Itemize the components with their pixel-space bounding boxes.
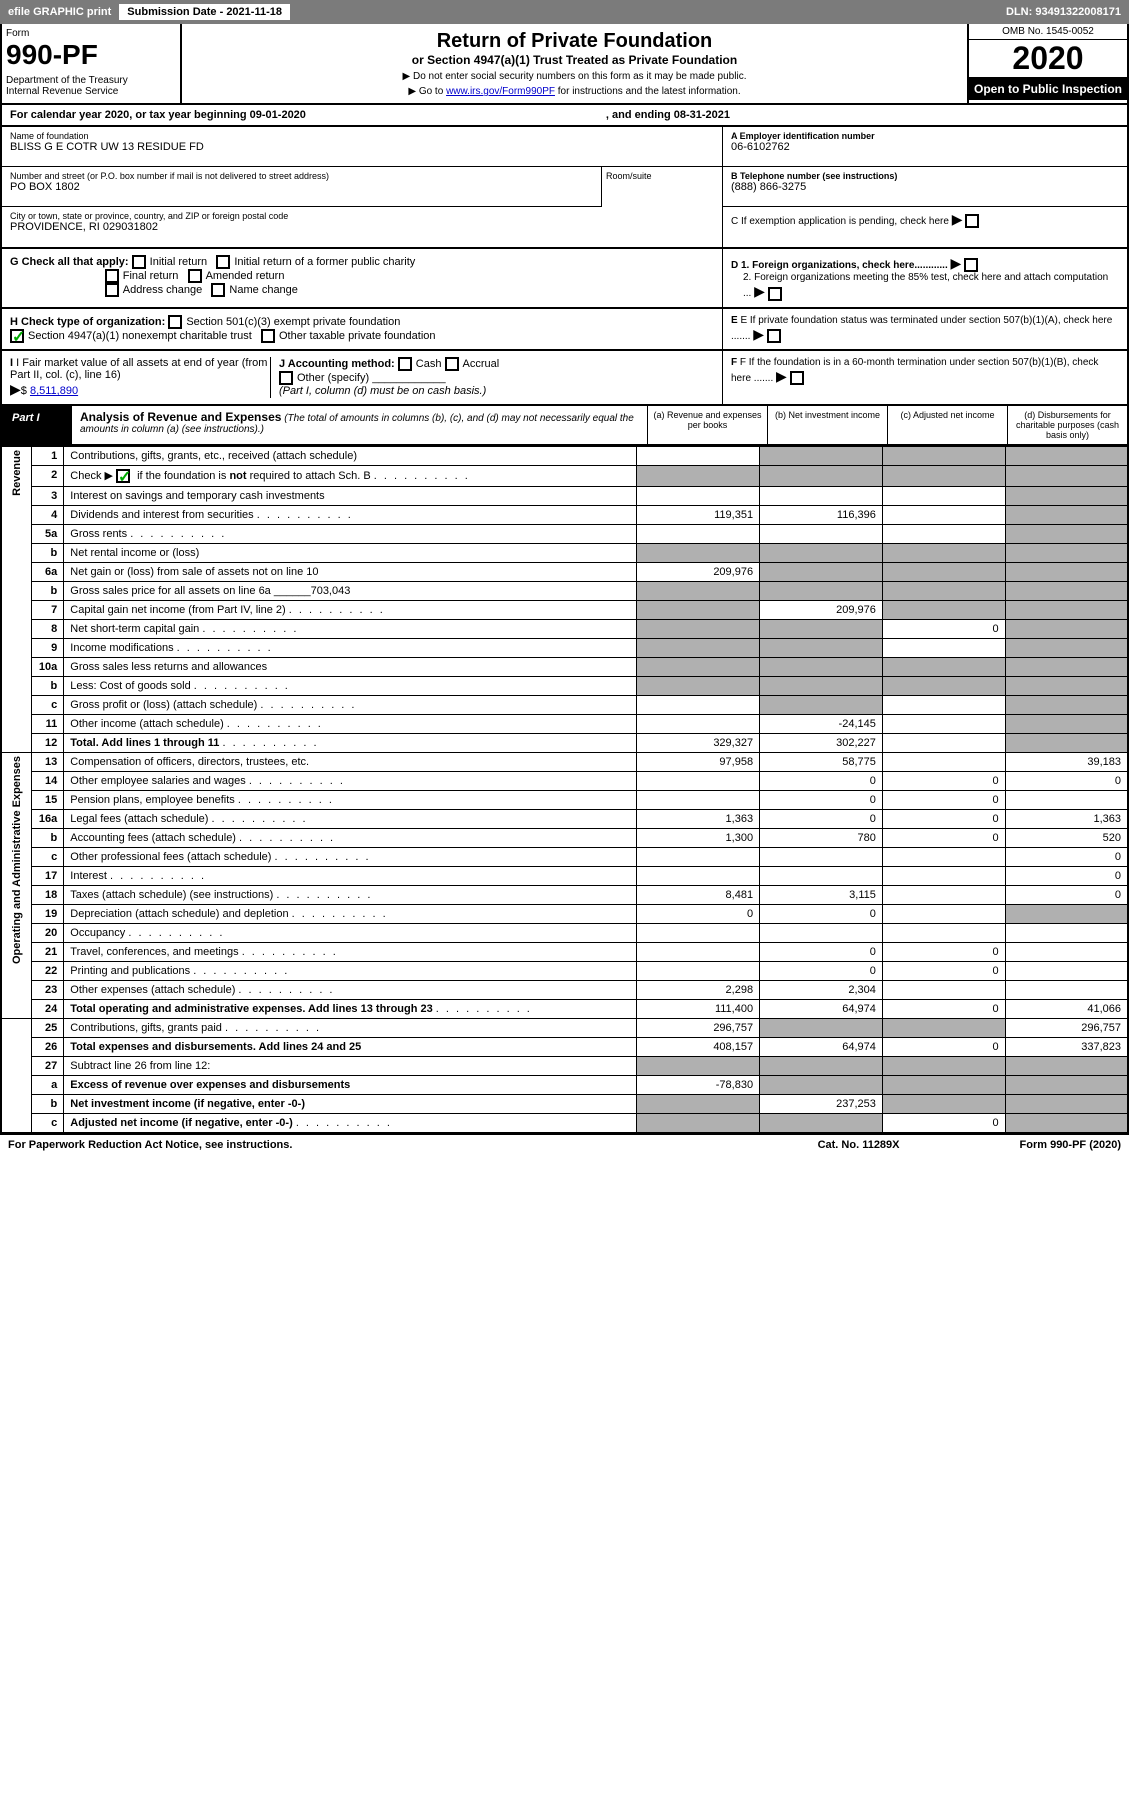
d2-checkbox[interactable]	[768, 287, 782, 301]
d1-checkbox[interactable]	[964, 258, 978, 272]
form-title: Return of Private Foundation	[188, 30, 961, 53]
col-b-header: (b) Net investment income	[767, 406, 887, 444]
section-ij: I I Fair market value of all assets at e…	[0, 351, 1129, 406]
cash-checkbox[interactable]	[398, 357, 412, 371]
address-change-checkbox[interactable]	[105, 283, 119, 297]
irs-link[interactable]: www.irs.gov/Form990PF	[446, 86, 555, 97]
accrual-checkbox[interactable]	[445, 357, 459, 371]
foundation-address: PO BOX 1802	[10, 181, 593, 193]
dln: DLN: 93491322008171	[1006, 6, 1121, 18]
note-ssn: ▶ Do not enter social security numbers o…	[188, 71, 961, 82]
form-subtitle: or Section 4947(a)(1) Trust Treated as P…	[188, 53, 961, 67]
omb-number: OMB No. 1545-0052	[969, 24, 1127, 40]
cat-number: Cat. No. 11289X	[818, 1139, 900, 1151]
ein-label: A Employer identification number	[731, 131, 1119, 141]
fmv-value[interactable]: 8,511,890	[30, 385, 78, 397]
phone-value: (888) 866-3275	[731, 181, 1119, 193]
note-link: ▶ Go to www.irs.gov/Form990PF for instru…	[188, 86, 961, 97]
phone-label: B Telephone number (see instructions)	[731, 171, 1119, 181]
c-checkbox[interactable]	[965, 214, 979, 228]
tax-year: 2020	[969, 40, 1127, 78]
initial-former-checkbox[interactable]	[216, 255, 230, 269]
other-method-checkbox[interactable]	[279, 371, 293, 385]
foundation-name: BLISS G E COTR UW 13 RESIDUE FD	[10, 141, 714, 153]
section-g: G Check all that apply: Initial return I…	[0, 249, 1129, 309]
city-label: City or town, state or province, country…	[10, 211, 714, 221]
submission-date: Submission Date - 2021-11-18	[119, 4, 290, 20]
other-taxable-checkbox[interactable]	[261, 329, 275, 343]
col-a-header: (a) Revenue and expenses per books	[647, 406, 767, 444]
amended-return-checkbox[interactable]	[188, 269, 202, 283]
form-label: Form	[6, 28, 176, 39]
paperwork-notice: For Paperwork Reduction Act Notice, see …	[8, 1139, 292, 1151]
foundation-city: PROVIDENCE, RI 029031802	[10, 221, 714, 233]
schb-checkbox[interactable]	[116, 469, 130, 483]
room-suite: Room/suite	[602, 167, 722, 207]
footer: For Paperwork Reduction Act Notice, see …	[0, 1134, 1129, 1155]
calendar-year-row: For calendar year 2020, or tax year begi…	[0, 105, 1129, 127]
revenue-side-label: Revenue	[11, 450, 23, 496]
dept-treasury: Department of the TreasuryInternal Reven…	[6, 75, 176, 97]
addr-label: Number and street (or P.O. box number if…	[10, 171, 593, 181]
f-checkbox[interactable]	[790, 371, 804, 385]
foundation-info: Name of foundation BLISS G E COTR UW 13 …	[0, 127, 1129, 249]
part1-header: Part I Analysis of Revenue and Expenses …	[0, 406, 1129, 446]
revenue-table: Revenue 1Contributions, gifts, grants, e…	[0, 446, 1129, 1134]
4947-checkbox[interactable]	[10, 329, 24, 343]
form-ref: Form 990-PF (2020)	[1020, 1139, 1121, 1151]
part1-label: Part I	[2, 406, 72, 444]
name-change-checkbox[interactable]	[211, 283, 225, 297]
c-exemption: C If exemption application is pending, c…	[731, 216, 949, 227]
501c3-checkbox[interactable]	[168, 315, 182, 329]
name-label: Name of foundation	[10, 131, 714, 141]
e-checkbox[interactable]	[767, 329, 781, 343]
top-bar: efile GRAPHIC print Submission Date - 20…	[0, 0, 1129, 24]
initial-return-checkbox[interactable]	[132, 255, 146, 269]
col-c-header: (c) Adjusted net income	[887, 406, 1007, 444]
final-return-checkbox[interactable]	[105, 269, 119, 283]
open-public: Open to Public Inspection	[969, 78, 1127, 100]
ein-value: 06-6102762	[731, 141, 1119, 153]
expenses-side-label: Operating and Administrative Expenses	[11, 756, 23, 964]
form-header: Form 990-PF Department of the TreasuryIn…	[0, 24, 1129, 105]
section-h: H Check type of organization: Section 50…	[0, 309, 1129, 351]
form-number: 990-PF	[6, 39, 176, 71]
col-d-header: (d) Disbursements for charitable purpose…	[1007, 406, 1127, 444]
efile-label: efile GRAPHIC print	[8, 6, 111, 18]
